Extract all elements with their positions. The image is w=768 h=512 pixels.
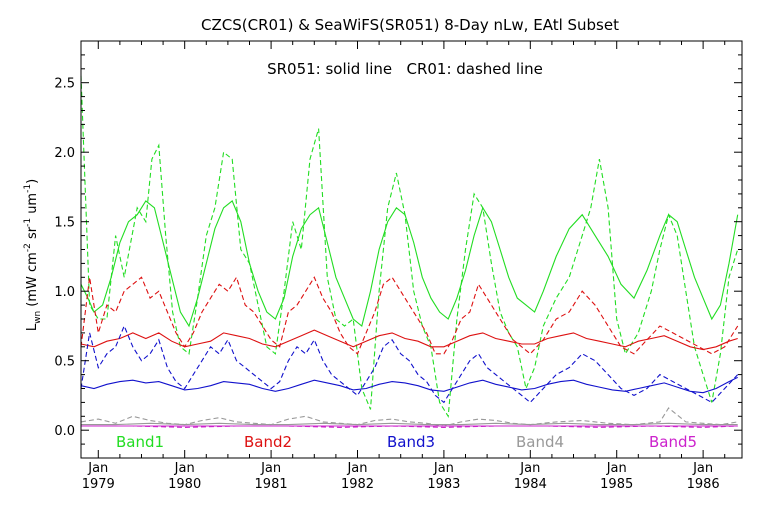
legend-band2: Band2 bbox=[244, 433, 292, 451]
x-tick-label-year: 1985 bbox=[600, 477, 633, 492]
series-line-band1-dashed bbox=[80, 75, 739, 418]
axes: 0.00.51.01.52.02.5Jan1979Jan1980Jan1981J… bbox=[54, 40, 743, 492]
y-axis-label: Lwn (mW cm-2 sr-1 um-1) bbox=[23, 179, 43, 331]
legend-band1: Band1 bbox=[116, 433, 164, 451]
x-tick-label-month: Jan bbox=[174, 461, 195, 476]
y-tick-label: 2.5 bbox=[54, 77, 75, 92]
x-tick-label-year: 1980 bbox=[168, 477, 201, 492]
x-tick-label-month: Jan bbox=[692, 461, 713, 476]
legend-band3: Band3 bbox=[387, 433, 435, 451]
y-tick-label: 2.0 bbox=[54, 146, 75, 161]
chart-title: CZCS(CR01) & SeaWiFS(SR051) 8-Day nLw, E… bbox=[201, 16, 619, 34]
x-tick-label-year: 1981 bbox=[255, 477, 288, 492]
legend: Band1 Band2 Band3 Band4 Band5 bbox=[116, 433, 697, 451]
y-tick-label: 0.0 bbox=[54, 424, 75, 439]
series-line-band3-dashed bbox=[80, 324, 739, 404]
plot-frame bbox=[80, 40, 743, 459]
x-tick-label-year: 1983 bbox=[427, 477, 460, 492]
x-tick-label-year: 1982 bbox=[341, 477, 374, 492]
x-tick-label-year: 1984 bbox=[514, 477, 547, 492]
x-tick-label-month: Jan bbox=[606, 461, 627, 476]
series-layer bbox=[80, 75, 739, 428]
chart-subtitle: SR051: solid line CR01: dashed line bbox=[267, 60, 543, 78]
series-line-band2-solid bbox=[80, 329, 738, 351]
x-tick-label-month: Jan bbox=[346, 461, 367, 476]
x-tick-label-year: 1979 bbox=[82, 477, 115, 492]
x-tick-label-month: Jan bbox=[260, 461, 281, 476]
x-tick-label-month: Jan bbox=[519, 461, 540, 476]
legend-band4: Band4 bbox=[516, 433, 564, 451]
x-tick-label-month: Jan bbox=[433, 461, 454, 476]
y-tick-label: 1.5 bbox=[54, 216, 75, 231]
y-tick-label: 0.5 bbox=[54, 355, 75, 370]
series-line-band3-solid bbox=[80, 376, 738, 394]
x-tick-label-year: 1986 bbox=[687, 477, 720, 492]
series-line-band4-dashed bbox=[80, 407, 738, 427]
legend-band5: Band5 bbox=[649, 433, 697, 451]
y-tick-label: 1.0 bbox=[54, 285, 75, 300]
series-line-band4-solid bbox=[81, 422, 738, 426]
svg-text:Lwn (mW cm-2 sr-1 um-1): Lwn (mW cm-2 sr-1 um-1) bbox=[23, 179, 43, 331]
series-line-band1-solid bbox=[80, 200, 739, 328]
x-tick-label-month: Jan bbox=[87, 461, 108, 476]
